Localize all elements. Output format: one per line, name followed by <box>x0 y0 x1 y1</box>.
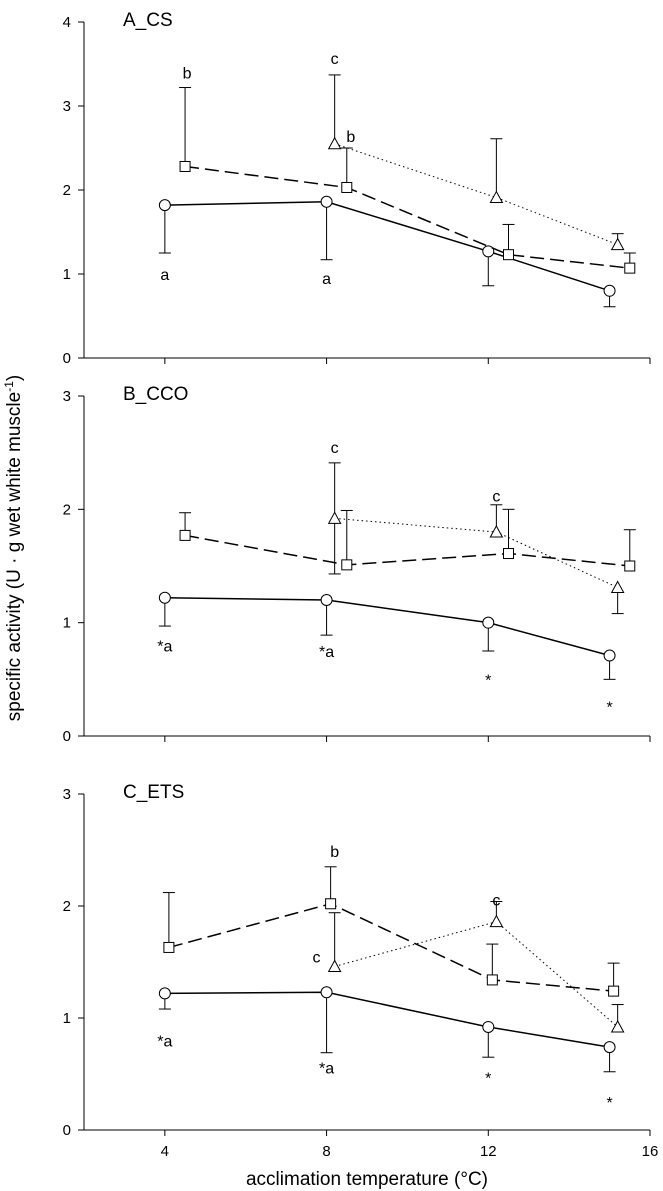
annotation-label: a <box>322 271 331 288</box>
data-point <box>158 987 171 1000</box>
annotation-label: c <box>331 440 339 457</box>
annotation-label: c <box>312 949 320 966</box>
data-point <box>489 524 504 538</box>
panel-1: 0 1 2 3 4 A_CSb c b a a <box>63 10 651 367</box>
y-tick-label: 0 <box>63 350 71 367</box>
series-circle <box>158 195 616 308</box>
annotation-label: * <box>606 1095 612 1112</box>
data-point <box>320 986 333 999</box>
series-line <box>334 143 618 246</box>
annotation-label: * <box>485 1070 491 1087</box>
annotation-label: * <box>606 700 612 717</box>
y-tick-label: 0 <box>63 728 71 745</box>
data-point <box>610 1019 625 1033</box>
data-point <box>489 190 504 204</box>
panel-title: A_CS <box>123 10 173 31</box>
data-point <box>163 941 175 953</box>
series-line <box>184 165 630 269</box>
y-tick-label: 3 <box>63 786 71 803</box>
series-square <box>179 87 636 274</box>
x-axis-title: acclimation temperature (°C) <box>246 1169 488 1190</box>
annotation-label: *a <box>319 644 334 661</box>
series-triangle <box>327 901 625 1033</box>
data-point <box>179 529 191 541</box>
series-circle <box>158 591 616 680</box>
series-line <box>164 596 610 657</box>
data-point <box>486 974 498 986</box>
data-point <box>610 237 625 251</box>
y-tick-label: 1 <box>63 266 71 283</box>
panel-title: C_ETS <box>123 782 184 803</box>
series-triangle <box>327 462 625 615</box>
annotation-label: b <box>330 844 339 861</box>
series-line <box>164 201 610 292</box>
series-line <box>168 902 614 992</box>
annotation-label: b <box>346 129 355 146</box>
series-line <box>164 991 610 1048</box>
y-tick-label: 2 <box>63 182 71 199</box>
data-point <box>327 136 342 150</box>
y-tick-label: 1 <box>63 1010 71 1027</box>
data-point <box>482 1020 495 1033</box>
data-point <box>603 1041 616 1054</box>
data-point <box>341 559 353 571</box>
annotation-label: *a <box>157 1033 172 1050</box>
annotation-label: a <box>160 267 169 284</box>
data-point <box>489 914 504 928</box>
y-tick-label: 3 <box>63 98 71 115</box>
data-point <box>341 181 353 193</box>
y-tick-label: 4 <box>63 14 71 31</box>
annotation-label: c <box>331 51 339 68</box>
data-point <box>179 160 191 172</box>
y-tick-label: 3 <box>63 388 71 405</box>
data-point <box>482 616 495 629</box>
y-tick-label: 2 <box>63 898 71 915</box>
data-point <box>320 594 333 606</box>
data-point <box>610 580 625 594</box>
series-line <box>334 921 618 1028</box>
y-axis-title: specific activity (U · g wet white muscl… <box>2 375 25 721</box>
y-tick-label: 0 <box>63 1122 71 1139</box>
annotation-label: *a <box>319 1060 334 1077</box>
y-tick-label: 1 <box>63 615 71 632</box>
series-square <box>179 508 636 572</box>
data-point <box>624 560 636 572</box>
y-axis-title-main: specific activity (U · g wet white muscl… <box>4 392 25 721</box>
annotation-label: *a <box>157 638 172 655</box>
annotation-label: b <box>183 65 192 82</box>
y-axis-title-close: ) <box>4 375 25 381</box>
x-tick-label: 4 <box>161 1143 169 1160</box>
series-square <box>162 866 620 997</box>
series-line <box>334 517 618 588</box>
x-tick-label: 8 <box>322 1143 330 1160</box>
data-point <box>603 649 616 662</box>
annotation-label: c <box>492 892 500 909</box>
y-tick-label: 2 <box>63 501 71 518</box>
data-point <box>327 511 342 524</box>
data-point <box>503 548 514 560</box>
data-point <box>482 245 495 258</box>
series-line <box>184 534 630 567</box>
series-triangle <box>327 74 625 251</box>
data-point <box>603 284 616 297</box>
data-point <box>503 249 514 261</box>
data-point <box>327 959 342 972</box>
annotation-label: * <box>485 672 491 689</box>
y-axis-title-superscript: -1 <box>2 381 16 392</box>
data-point <box>320 195 333 208</box>
series-circle <box>158 986 616 1073</box>
data-point <box>325 898 337 910</box>
panel-title: B_CCO <box>123 384 188 405</box>
data-point <box>158 199 171 212</box>
data-point <box>624 262 636 274</box>
x-tick-label: 12 <box>480 1143 497 1160</box>
data-point <box>158 591 171 604</box>
annotation-label: c <box>492 489 500 506</box>
x-tick-label: 16 <box>642 1143 659 1160</box>
data-point <box>608 985 620 997</box>
